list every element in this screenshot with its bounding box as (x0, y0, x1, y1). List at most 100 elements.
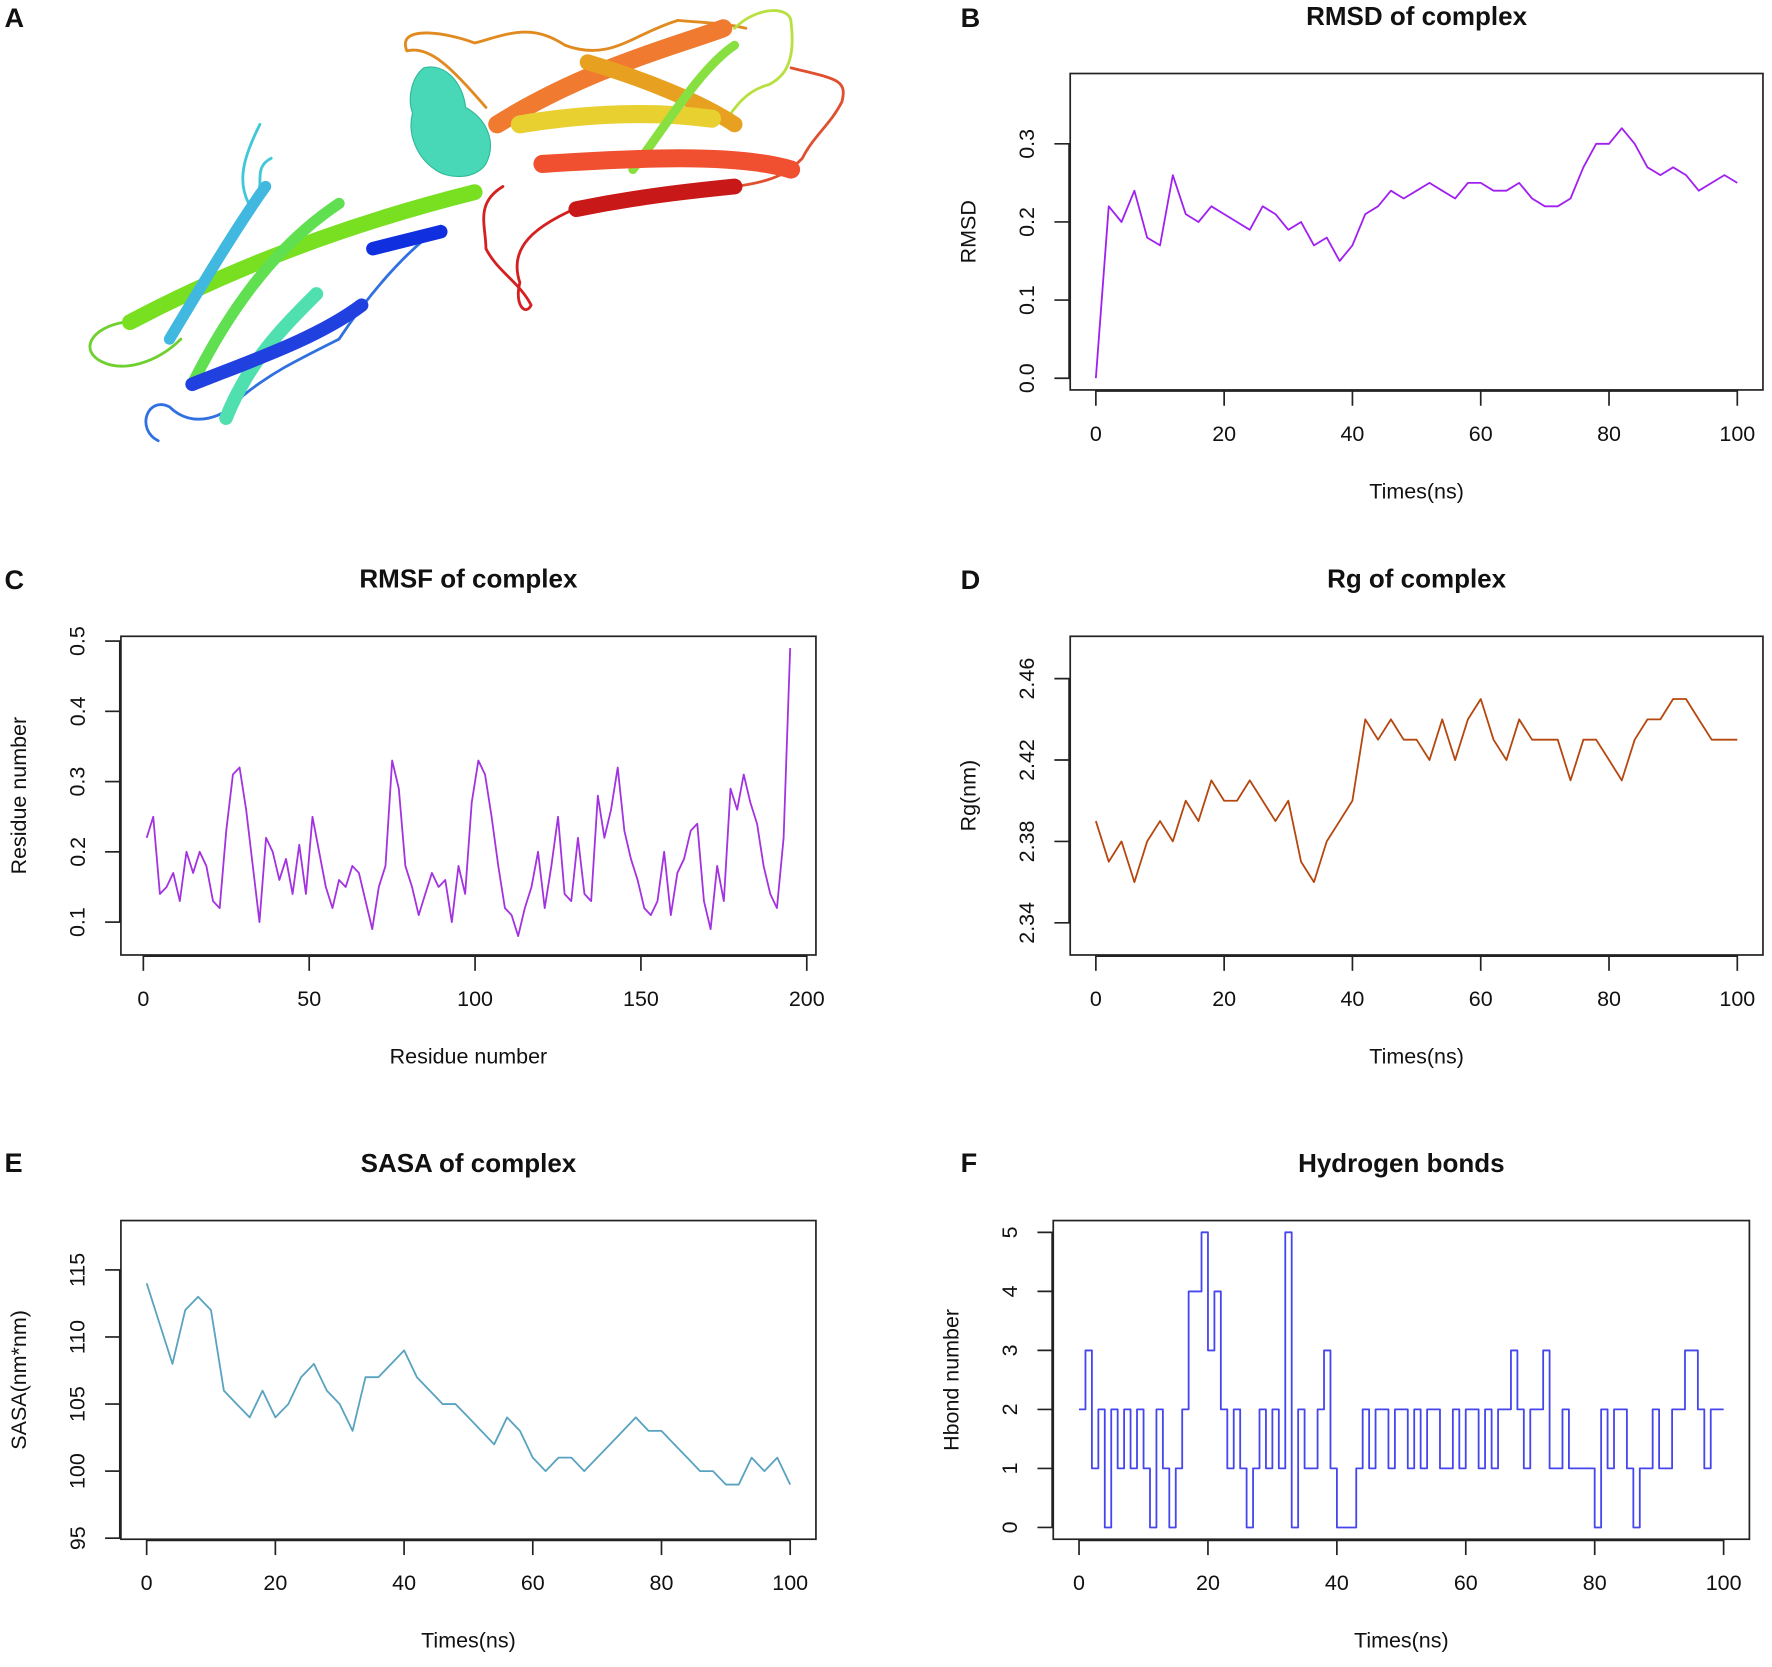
y-tick-label: 0 (998, 1521, 1022, 1533)
chart-title: SASA of complex (361, 1148, 577, 1178)
x-tick-label: 0 (1090, 987, 1102, 1011)
strand-orange (488, 19, 733, 134)
x-tick-label: 100 (1706, 1571, 1742, 1595)
plot-frame (1052, 1219, 1751, 1541)
y-axis-label: Hbond number (939, 1309, 963, 1451)
x-tick-label: 40 (392, 1571, 416, 1595)
series-line-f (1079, 1231, 1724, 1529)
y-tick-label: 95 (66, 1526, 90, 1550)
chart-c: C RMSF of complex 0 50 100 150 200 Residue numb… (5, 564, 825, 1069)
y-tick-label: 3 (998, 1344, 1022, 1356)
x-axis-label: Times(ns) (1354, 1629, 1449, 1653)
strand-blue-top (366, 224, 448, 256)
x-tick-label: 100 (1719, 987, 1755, 1011)
x-axis-label: Residue number (390, 1044, 548, 1068)
y-tick-label: 2.46 (1015, 658, 1039, 700)
x-tick-label: 20 (1196, 1571, 1220, 1595)
x-axis-label: Times(ns) (1369, 1044, 1464, 1068)
chart-title: RMSF of complex (359, 564, 578, 594)
y-axis-label: Residue number (7, 717, 31, 875)
strand-yellow (510, 105, 722, 134)
x-tick-label: 40 (1340, 422, 1364, 446)
x-tick-label: 80 (1583, 1571, 1607, 1595)
loop-orange (403, 18, 748, 109)
x-tick-label: 0 (141, 1571, 153, 1595)
x-tick-label: 40 (1340, 987, 1364, 1011)
x-tick-label: 0 (1073, 1571, 1085, 1595)
panel-label-b: B (961, 2, 981, 33)
x-tick-label: 100 (1719, 422, 1755, 446)
y-tick-label: 0.3 (66, 767, 90, 797)
plot-frame (1069, 635, 1764, 956)
panel-label-f: F (961, 1147, 978, 1178)
chart-title: RMSD of complex (1306, 1, 1527, 31)
plot-frame (120, 1219, 817, 1541)
strand-green-2 (186, 197, 345, 390)
chart-title: Hydrogen bonds (1298, 1148, 1504, 1178)
x-tick-label: 80 (650, 1571, 674, 1595)
chart-f: F Hydrogen bonds 0 20 40 60 80 100 Times(ns) 0 1 2 3… (939, 1147, 1751, 1653)
x-axis-label: Times(ns) (421, 1629, 516, 1653)
y-tick-label: 2.34 (1015, 902, 1039, 944)
y-tick-label: 2.42 (1015, 739, 1039, 781)
panel-label-c: C (5, 564, 25, 595)
loop-blue (144, 224, 443, 443)
ligand-surface (409, 66, 491, 178)
strand-red (568, 178, 743, 218)
x-tick-label: 60 (1469, 422, 1493, 446)
x-tick-label: 0 (1090, 422, 1102, 446)
y-tick-label: 5 (998, 1226, 1022, 1238)
x-tick-label: 100 (457, 987, 493, 1011)
loop-green-left (88, 320, 183, 368)
chart-title: Rg of complex (1327, 564, 1507, 594)
y-axis-label: SASA(nm*nm) (7, 1310, 31, 1450)
y-tick-label: 0.0 (1015, 363, 1039, 393)
y-tick-label: 0.1 (1015, 285, 1039, 315)
x-tick-label: 20 (1212, 987, 1236, 1011)
y-tick-label: 2 (998, 1403, 1022, 1415)
x-tick-label: 100 (772, 1571, 808, 1595)
x-tick-label: 150 (623, 987, 659, 1011)
y-tick-label: 0.5 (66, 626, 90, 656)
loop-red-bottom (482, 185, 590, 312)
series-line-b (1094, 127, 1738, 379)
y-axis-label: Rg(nm) (956, 760, 980, 832)
strand-red-orange (533, 149, 801, 179)
loop-yellowgreen (721, 9, 794, 126)
series-line-c (145, 648, 792, 938)
x-tick-label: 0 (137, 987, 149, 1011)
y-tick-label: 2.38 (1015, 821, 1039, 863)
y-axis-label: RMSD (956, 200, 980, 263)
x-tick-label: 60 (521, 1571, 545, 1595)
strand-gold (579, 54, 743, 133)
x-tick-label: 50 (297, 987, 321, 1011)
chart-e: E SASA of complex 0 20 40 60 80 100 Times(ns) 95 1… (5, 1147, 817, 1653)
strand-cyan (163, 180, 272, 345)
x-axis-label: Times(ns) (1369, 479, 1464, 503)
chart-b: B RMSD of complex 0 20 40 60 80 100 Times(ns) 0.0… (956, 1, 1764, 503)
protein-structure-image: A (5, 2, 845, 443)
y-tick-label: 105 (66, 1386, 90, 1422)
x-tick-label: 200 (789, 987, 825, 1011)
y-tick-label: 100 (66, 1453, 90, 1489)
y-tick-label: 0.2 (66, 837, 90, 867)
y-tick-label: 4 (998, 1285, 1022, 1297)
x-tick-label: 20 (263, 1571, 287, 1595)
series-line-d (1094, 698, 1738, 883)
y-tick-label: 0.2 (1015, 207, 1039, 237)
y-tick-label: 110 (66, 1320, 90, 1354)
x-tick-label: 20 (1212, 422, 1236, 446)
x-tick-label: 80 (1597, 987, 1621, 1011)
x-tick-label: 60 (1454, 1571, 1478, 1595)
x-tick-label: 40 (1325, 1571, 1349, 1595)
chart-d: D Rg of complex 0 20 40 60 80 100 Times(ns) 2.34 2… (956, 564, 1764, 1068)
plot-frame (1069, 72, 1764, 391)
panel-label-a: A (5, 2, 25, 33)
series-line-e (145, 1283, 791, 1486)
x-tick-label: 80 (1597, 422, 1621, 446)
x-tick-label: 60 (1469, 987, 1493, 1011)
y-tick-label: 0.1 (66, 907, 90, 937)
panel-label-e: E (5, 1147, 23, 1178)
